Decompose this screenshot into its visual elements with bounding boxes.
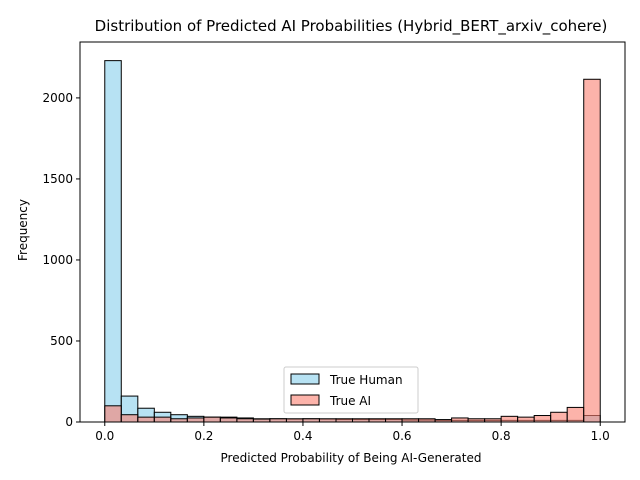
y-tick-label: 0	[65, 415, 73, 429]
bar-true-ai-24	[500, 415, 519, 423]
bar-true-ai-21	[451, 417, 469, 423]
x-axis-label: Predicted Probability of Being AI-Genera…	[221, 451, 482, 465]
bar-true-ai-26	[533, 415, 552, 423]
x-tick-label: 1.0	[591, 429, 610, 443]
y-tick-label: 1500	[42, 172, 73, 186]
bar-true-ai-3	[153, 416, 172, 423]
x-tick-label: 0.6	[392, 429, 411, 443]
legend-label-true-human: True Human	[329, 373, 403, 387]
legend-swatch-true-human	[290, 373, 320, 385]
bar-true-ai-2	[137, 416, 155, 423]
bar-true-ai-27	[550, 411, 568, 423]
legend-swatch-true-ai	[290, 394, 320, 406]
x-tick-label: 0.4	[293, 429, 312, 443]
x-tick-label: 0.0	[95, 429, 114, 443]
bar-true-ai-7	[219, 417, 238, 423]
y-tick-label: 500	[50, 334, 73, 348]
bar-true-ai-29	[583, 78, 601, 423]
x-tick-label: 0.2	[194, 429, 213, 443]
series-true-ai	[104, 78, 601, 423]
y-axis-ticks: 0 500 1000 1500 2000	[42, 91, 80, 429]
legend-label-true-ai: True AI	[329, 394, 371, 408]
chart-title: Distribution of Predicted AI Probabiliti…	[95, 17, 608, 36]
bar-true-ai-28	[566, 406, 585, 423]
bar-true-ai-1	[120, 414, 139, 423]
x-axis-ticks: 0.0 0.2 0.4 0.6 0.8 1.0	[95, 422, 610, 443]
bar-true-ai-25	[517, 416, 535, 423]
bar-true-ai-5	[186, 417, 205, 423]
bar-true-human-0	[104, 60, 122, 423]
x-tick-label: 0.8	[492, 429, 511, 443]
y-axis-label: Frequency	[16, 199, 30, 261]
y-tick-label: 1000	[42, 253, 73, 267]
y-tick-label: 2000	[42, 91, 73, 105]
plot-area-frame	[79, 41, 626, 423]
legend: True Human True AI	[283, 366, 419, 414]
bar-true-ai-6	[203, 416, 221, 423]
bar-true-ai-0	[104, 405, 122, 423]
